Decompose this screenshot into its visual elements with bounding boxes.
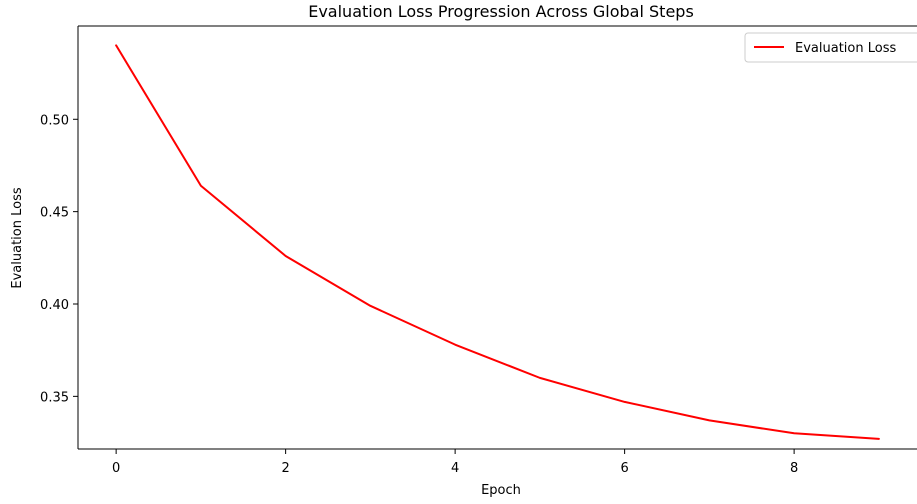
series-layer xyxy=(115,44,880,440)
series-line-0 xyxy=(115,44,880,440)
series-point xyxy=(623,401,626,403)
chart-title: Evaluation Loss Progression Across Globa… xyxy=(308,2,694,21)
legend-box xyxy=(744,32,917,63)
y-tick-label: 0.45 xyxy=(40,206,69,221)
y-axis-ticks: 0.35 0.40 0.45 0.50 xyxy=(40,113,78,405)
series-point xyxy=(115,44,117,47)
legend: Evaluation Loss xyxy=(744,32,917,63)
x-tick-label: 8 xyxy=(790,461,798,476)
y-tick-label: 0.40 xyxy=(40,298,69,313)
plot-frame xyxy=(77,25,917,450)
series-point xyxy=(878,438,880,440)
x-axis-ticks: 0 2 4 6 8 xyxy=(112,449,798,476)
series-point xyxy=(454,343,456,346)
series-point xyxy=(539,377,541,379)
series-point xyxy=(708,419,711,422)
x-tick-label: 6 xyxy=(620,461,628,476)
x-axis-label: Epoch xyxy=(481,483,521,498)
x-tick-label: 4 xyxy=(451,461,459,476)
series-point xyxy=(793,432,795,435)
x-tick-label: 2 xyxy=(281,461,289,476)
y-tick-label: 0.50 xyxy=(40,113,69,128)
series-point xyxy=(200,184,202,187)
series-point xyxy=(369,305,372,307)
legend-series-label: Evaluation Loss xyxy=(795,41,896,56)
x-tick-label: 0 xyxy=(112,461,120,476)
series-point xyxy=(284,255,287,257)
y-tick-label: 0.35 xyxy=(40,390,69,405)
y-axis-label: Evaluation Loss xyxy=(10,187,25,288)
